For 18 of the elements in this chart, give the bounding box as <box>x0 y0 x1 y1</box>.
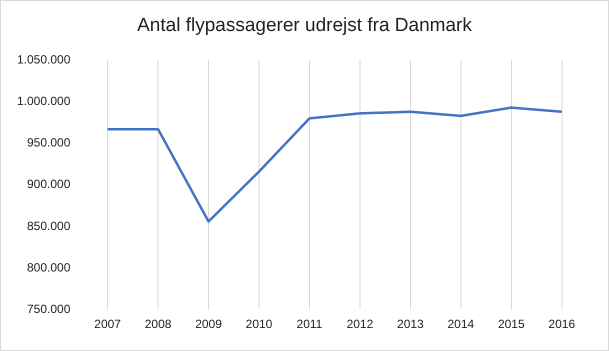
x-tick-label: 2014 <box>447 317 475 332</box>
y-tick-label: 850.000 <box>26 218 71 233</box>
x-tick-label: 2013 <box>397 317 424 332</box>
x-tick-label: 2011 <box>296 317 323 332</box>
x-tick-label: 2007 <box>94 317 122 332</box>
x-tick-label: 2009 <box>195 317 222 332</box>
y-tick-label: 900.000 <box>26 177 71 192</box>
y-tick-label: 1.000.000 <box>16 94 71 108</box>
x-tick-label: 2016 <box>548 317 576 332</box>
y-tick-label: 750.000 <box>26 302 71 316</box>
y-tick-label: 800.000 <box>26 260 71 274</box>
x-tick-label: 2015 <box>498 317 525 332</box>
x-tick-label: 2008 <box>144 317 172 332</box>
y-tick-label: 1.050.000 <box>16 52 71 67</box>
y-tick-label: 950.000 <box>26 136 71 150</box>
x-tick-label: 2010 <box>246 317 273 332</box>
x-tick-label: 2012 <box>346 317 374 332</box>
chart-title: Antal flypassagerer udrejst fra Danmark <box>136 15 473 37</box>
